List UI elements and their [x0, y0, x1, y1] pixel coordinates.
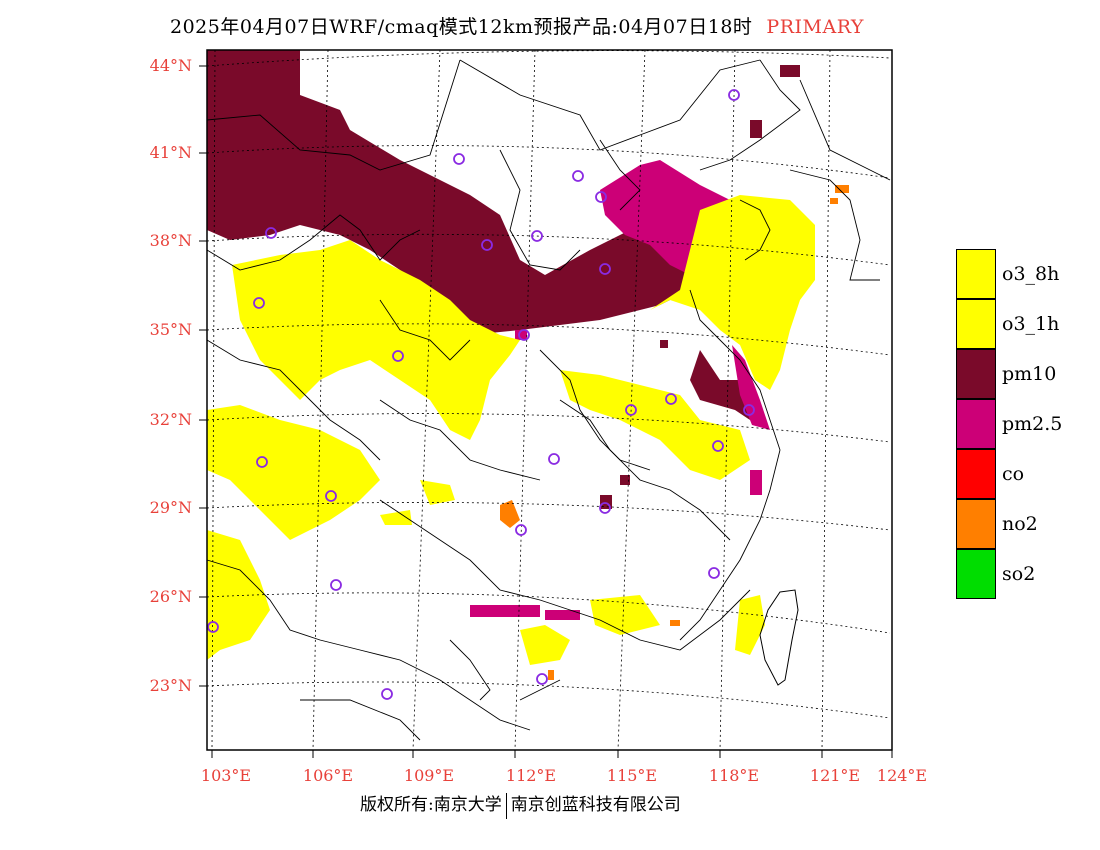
- lon-label-103: 103°E: [200, 766, 252, 785]
- lat-label-38: 38°N: [149, 231, 192, 250]
- lat-label-44: 44°N: [149, 56, 192, 75]
- legend-swatch-o3-8h: [956, 249, 996, 299]
- legend-label-so2: so2: [1002, 563, 1036, 585]
- lon-label-109: 109°E: [403, 766, 455, 785]
- no2-region: [500, 185, 849, 680]
- footer-left: 版权所有:南京大学: [360, 795, 502, 815]
- legend-label-co: co: [1002, 463, 1025, 485]
- lon-label-115: 115°E: [606, 766, 658, 785]
- footer-divider: [505, 792, 507, 819]
- lat-label-23: 23°N: [149, 676, 192, 695]
- legend-swatch-pm25: [956, 399, 996, 449]
- lon-label-118: 118°E: [708, 766, 760, 785]
- map-title: 2025年04月07日WRF/cmaq模式12km预报产品:04月07日18时 P…: [170, 12, 864, 39]
- title-text: 2025年04月07日WRF/cmaq模式12km预报产品:04月07日18时: [170, 16, 753, 38]
- copyright-footer: 版权所有:南京大学 南京创蓝科技有限公司: [360, 790, 681, 819]
- station-markers: [207, 89, 755, 700]
- legend-swatch-no2: [956, 499, 996, 549]
- lat-label-41: 41°N: [149, 143, 192, 162]
- lat-label-26: 26°N: [149, 587, 192, 606]
- legend-label-pm10: pm10: [1002, 363, 1057, 385]
- legend-label-pm25: pm2.5: [1002, 413, 1063, 435]
- axis-ticks: [199, 65, 893, 758]
- lon-label-106: 106°E: [302, 766, 354, 785]
- lat-label-35: 35°N: [149, 320, 192, 339]
- taiwan-outline: [759, 589, 799, 686]
- legend-label-o3-1h: o3_1h: [1002, 313, 1060, 335]
- pm10-region: [207, 50, 800, 509]
- graticule: [206, 49, 891, 751]
- legend-label-no2: no2: [1002, 513, 1038, 535]
- lon-label-124: 124°E: [876, 766, 928, 785]
- legend-label-o3-8h: o3_8h: [1002, 263, 1060, 285]
- legend-swatch-pm10: [956, 349, 996, 399]
- o3-region: [207, 195, 815, 665]
- province-boundaries: [206, 59, 891, 741]
- lat-label-32: 32°N: [149, 410, 192, 429]
- legend-swatch-co: [956, 449, 996, 499]
- lon-label-121: 121°E: [809, 766, 861, 785]
- legend-swatch-so2: [956, 549, 996, 599]
- map-frame: [206, 49, 893, 751]
- title-tag: PRIMARY: [766, 16, 864, 38]
- footer-right: 南京创蓝科技有限公司: [510, 795, 681, 815]
- lat-label-29: 29°N: [149, 498, 192, 517]
- lon-label-112: 112°E: [505, 766, 557, 785]
- legend-swatch-o3-1h: [956, 299, 996, 349]
